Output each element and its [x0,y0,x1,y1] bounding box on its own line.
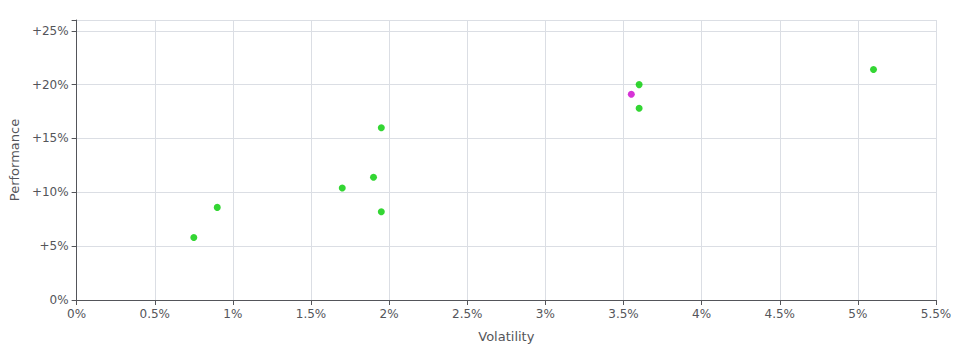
svg-text:0.5%: 0.5% [140,307,171,321]
svg-text:1%: 1% [223,307,242,321]
svg-text:0%: 0% [67,307,86,321]
svg-text:2%: 2% [380,307,399,321]
svg-text:0%: 0% [50,293,69,307]
svg-text:3%: 3% [536,307,555,321]
svg-text:+10%: +10% [32,185,69,199]
svg-text:Performance: Performance [7,119,22,201]
svg-text:5.5%: 5.5% [921,307,952,321]
svg-text:5%: 5% [848,307,867,321]
svg-text:4.5%: 4.5% [765,307,796,321]
svg-text:+15%: +15% [32,131,69,145]
svg-text:Volatility: Volatility [478,329,534,344]
svg-text:3.5%: 3.5% [608,307,639,321]
svg-text:1.5%: 1.5% [296,307,327,321]
svg-text:2.5%: 2.5% [452,307,483,321]
svg-text:4%: 4% [692,307,711,321]
svg-text:+25%: +25% [32,24,69,38]
svg-text:+5%: +5% [40,239,69,253]
svg-text:+20%: +20% [32,78,69,92]
